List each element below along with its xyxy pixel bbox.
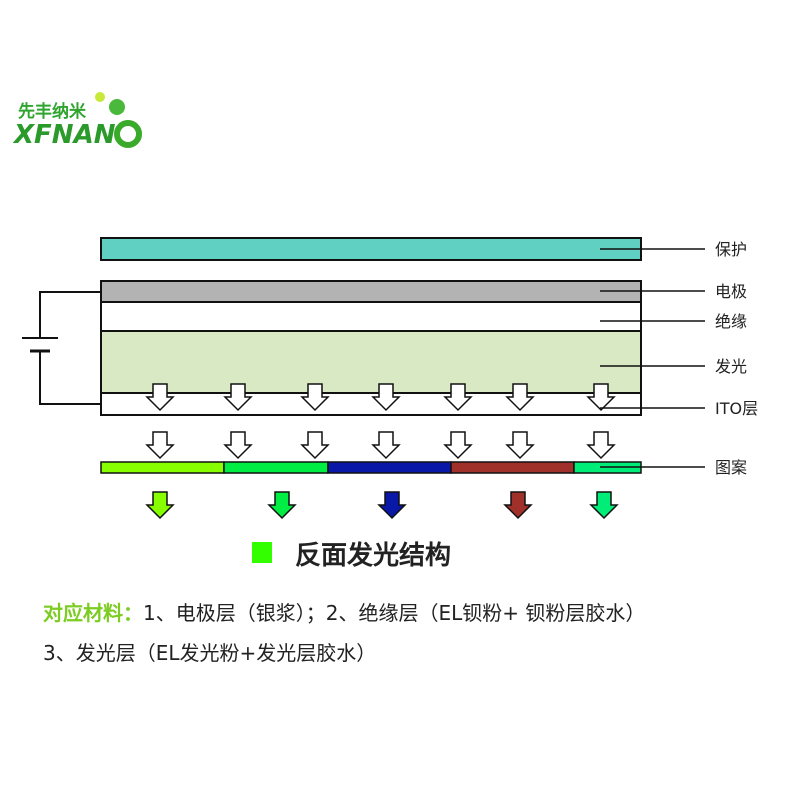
white-arrow-icon	[223, 383, 253, 412]
pattern-segment	[450, 461, 575, 474]
logo-en: XFNAN	[12, 120, 116, 150]
label-ito: ITO层	[715, 399, 758, 418]
logo-bubble-small	[95, 92, 105, 102]
white-arrow-icon	[145, 383, 175, 412]
colored-arrow-icon	[589, 491, 619, 520]
materials-line1: 对应材料：1、电极层（银浆）；2、绝缘层（EL钡粉+ 钡粉层胶水）	[43, 601, 645, 625]
logo-cn: 先丰纳米	[18, 101, 87, 122]
white-arrow-icon	[145, 431, 175, 460]
electrode-layer	[100, 280, 642, 303]
diagram-title: 反面发光结构	[295, 540, 451, 571]
luminous-layer	[100, 330, 642, 394]
white-arrow-icon	[371, 431, 401, 460]
logo-bubble-large	[109, 99, 125, 115]
insulation-layer	[100, 301, 642, 332]
white-arrow-icon	[300, 383, 330, 412]
white-arrow-icon	[586, 383, 616, 412]
colored-arrows	[145, 491, 619, 520]
ito-layer	[100, 392, 642, 416]
legend-swatch	[252, 542, 272, 563]
logo-o-ring	[114, 120, 142, 148]
colored-arrow-icon	[145, 491, 175, 520]
pattern-segment	[327, 461, 452, 474]
pattern-layer	[100, 461, 642, 474]
protect-layer	[100, 237, 642, 261]
colored-arrow-icon	[503, 491, 533, 520]
white-arrows	[145, 383, 616, 460]
white-arrow-icon	[505, 431, 535, 460]
materials-heading: 对应材料：	[43, 601, 143, 625]
logo: 先丰纳米 XFNAN	[12, 92, 142, 150]
white-arrow-icon	[371, 383, 401, 412]
white-arrow-icon	[223, 431, 253, 460]
colored-arrow-icon	[267, 491, 297, 520]
label-insulation: 绝缘	[715, 312, 747, 331]
white-arrow-icon	[300, 431, 330, 460]
colored-arrow-icon	[377, 491, 407, 520]
white-arrow-icon	[505, 383, 535, 412]
pattern-segment	[223, 461, 329, 474]
battery-circuit	[22, 291, 101, 405]
materials-text1: 1、电极层（银浆）；2、绝缘层（EL钡粉+ 钡粉层胶水）	[143, 601, 645, 625]
label-electrode: 电极	[715, 282, 747, 301]
white-arrow-icon	[443, 431, 473, 460]
label-protect: 保护	[715, 240, 747, 259]
label-pattern: 图案	[715, 458, 747, 477]
label-luminous: 发光	[715, 357, 747, 376]
layer-labels	[600, 248, 705, 468]
pattern-segment	[100, 461, 225, 474]
materials-line2: 3、发光层（EL发光粉+发光层胶水）	[43, 641, 376, 665]
white-arrow-icon	[443, 383, 473, 412]
white-arrow-icon	[586, 431, 616, 460]
